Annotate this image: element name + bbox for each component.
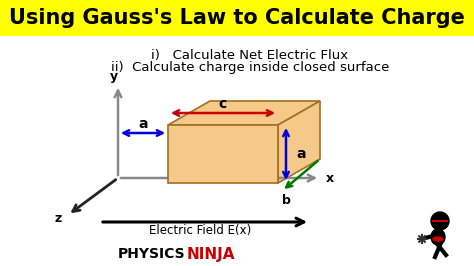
Text: x: x — [326, 172, 334, 185]
Text: b: b — [282, 194, 291, 207]
Text: NINJA: NINJA — [187, 247, 236, 261]
Text: a: a — [296, 147, 306, 161]
Polygon shape — [168, 125, 278, 183]
Text: Using Gauss's Law to Calculate Charge: Using Gauss's Law to Calculate Charge — [9, 8, 465, 28]
Text: ii)  Calculate charge inside closed surface: ii) Calculate charge inside closed surfa… — [111, 61, 389, 74]
Text: PHYSICS: PHYSICS — [118, 247, 185, 261]
Bar — [0, 0, 474, 36]
Polygon shape — [278, 101, 320, 183]
Text: a: a — [138, 117, 148, 131]
Text: c: c — [219, 97, 227, 111]
Text: i)   Calculate Net Electric Flux: i) Calculate Net Electric Flux — [151, 48, 348, 61]
Text: Electric Field E(x): Electric Field E(x) — [149, 224, 251, 237]
Text: z: z — [55, 212, 62, 225]
Text: y: y — [110, 70, 118, 83]
Ellipse shape — [431, 229, 445, 245]
Circle shape — [431, 212, 449, 230]
Ellipse shape — [433, 237, 443, 241]
Polygon shape — [168, 101, 320, 125]
